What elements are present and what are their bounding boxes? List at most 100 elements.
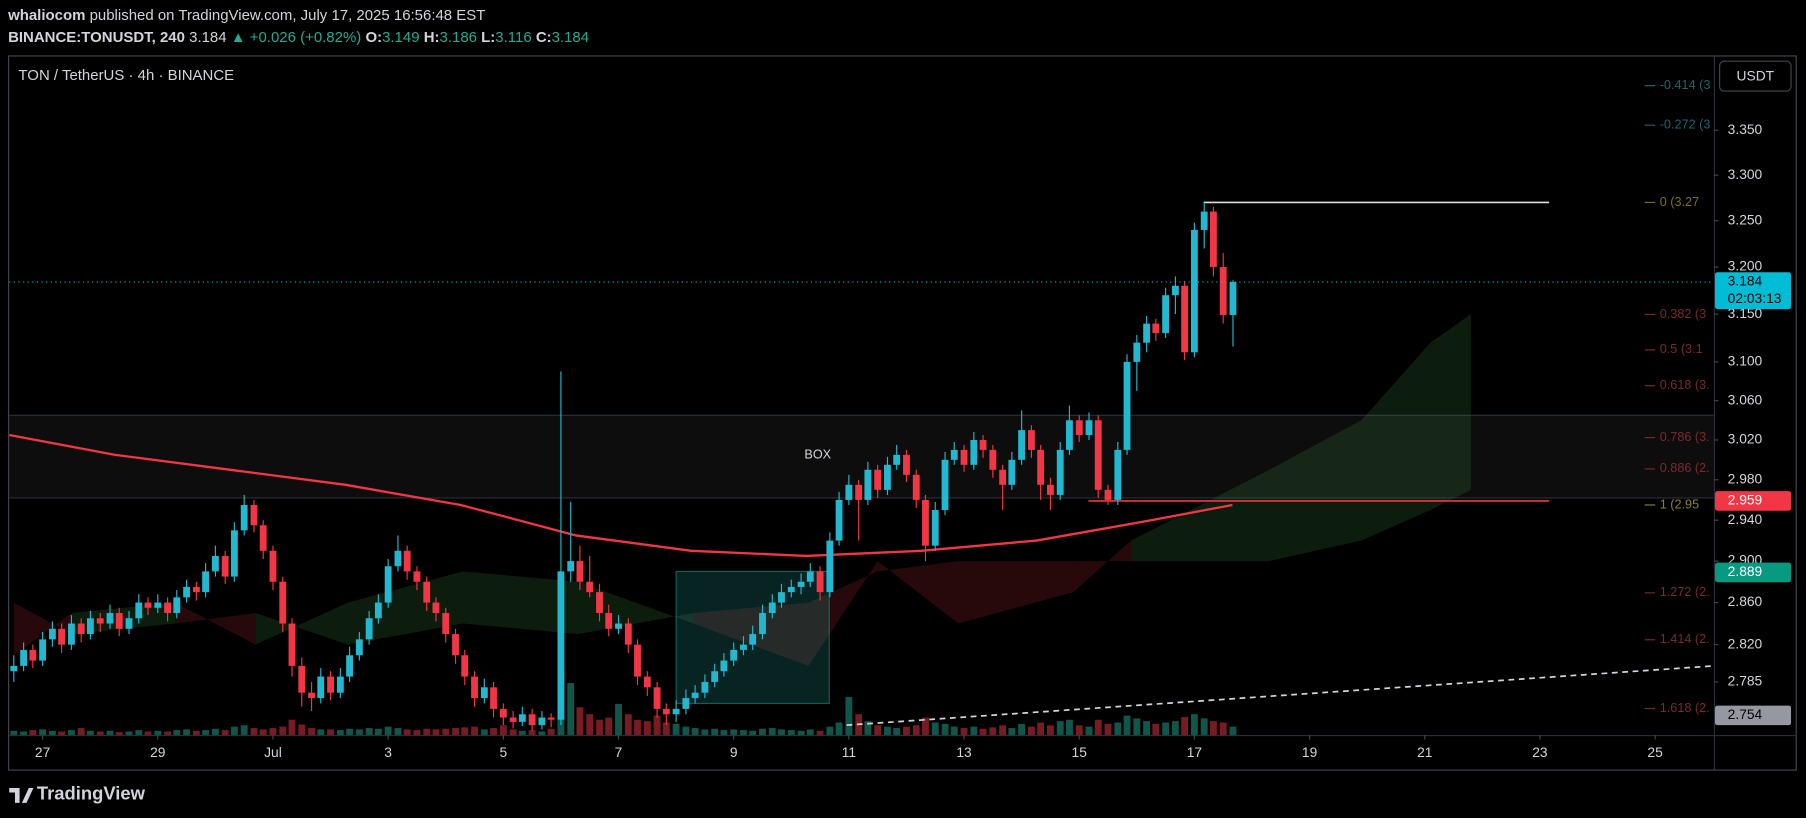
x-tick-label: 29 bbox=[150, 744, 166, 760]
volume-bar bbox=[816, 730, 824, 735]
fib-label: 0.618 (3. bbox=[1660, 378, 1710, 392]
y-tick-label: 3.100 bbox=[1728, 353, 1763, 369]
volume-bar bbox=[950, 726, 958, 735]
ohlc-value: 3.186 bbox=[440, 29, 477, 46]
fib-label: 0.5 (3.1 bbox=[1660, 342, 1703, 356]
candle-body bbox=[29, 649, 37, 661]
volume-bar bbox=[778, 729, 785, 735]
volume-bar bbox=[1133, 718, 1141, 735]
cloud-segment bbox=[463, 571, 579, 635]
candle-body bbox=[1066, 420, 1073, 450]
cloud-segment bbox=[13, 602, 72, 656]
fib-label: -0.414 (3 bbox=[1660, 78, 1711, 92]
volume-bar bbox=[586, 714, 594, 735]
x-tick-label: 3 bbox=[384, 744, 392, 760]
fib-label: 0 (3.27 bbox=[1660, 195, 1699, 209]
volume-bar bbox=[999, 725, 1007, 735]
volume-bar bbox=[740, 730, 747, 735]
cloud-segment bbox=[347, 571, 464, 645]
candle-body bbox=[423, 581, 431, 603]
candle-body bbox=[336, 676, 344, 693]
overlay: 3.3503.3003.2503.2003.1503.1003.0603.020… bbox=[35, 121, 1792, 760]
candle-body bbox=[221, 555, 229, 577]
y-tick-label: 3.250 bbox=[1728, 211, 1763, 227]
candle-body bbox=[499, 708, 507, 718]
volume-bar bbox=[874, 725, 882, 735]
candle-body bbox=[596, 592, 603, 614]
y-tick-label: 3.200 bbox=[1728, 258, 1763, 274]
candle-body bbox=[355, 639, 363, 656]
cloud-segment bbox=[1073, 540, 1132, 593]
ohlc-label: L: bbox=[481, 29, 495, 46]
candle-body bbox=[211, 555, 219, 572]
candle-body bbox=[250, 504, 258, 526]
fib-label: 1.414 (2. bbox=[1660, 632, 1710, 646]
volume-bar bbox=[154, 730, 162, 735]
volume-bar bbox=[989, 727, 997, 735]
volume-bar bbox=[884, 726, 891, 735]
volume-bar bbox=[1181, 716, 1189, 735]
ohlc-label: C: bbox=[536, 29, 552, 46]
candle-body bbox=[1171, 285, 1179, 296]
candle-body bbox=[826, 540, 834, 593]
candle-body bbox=[183, 586, 191, 598]
candle-body bbox=[10, 665, 18, 672]
volume-bar bbox=[759, 728, 766, 735]
volume-bar bbox=[96, 731, 104, 735]
volume-bar bbox=[979, 728, 987, 735]
candle-body bbox=[365, 618, 373, 640]
volume-bar bbox=[374, 728, 382, 735]
volume-bar bbox=[279, 726, 287, 735]
candle-body bbox=[317, 676, 325, 699]
fib-label: 1.272 (2. bbox=[1660, 585, 1710, 599]
volume-bar bbox=[538, 731, 546, 735]
volume-bar bbox=[86, 730, 94, 735]
change: ▲ +0.026 (+0.82%) bbox=[231, 29, 362, 46]
volume-bar bbox=[1114, 722, 1122, 735]
price-tag bbox=[1715, 491, 1792, 511]
candle-body bbox=[1162, 295, 1170, 334]
volume-bar bbox=[662, 722, 670, 735]
volume-bar bbox=[192, 730, 200, 735]
candle-body bbox=[1008, 459, 1016, 485]
candle-body bbox=[835, 499, 843, 541]
volume-bar bbox=[528, 730, 536, 735]
moving-average bbox=[9, 433, 1233, 558]
currency-button[interactable] bbox=[1719, 60, 1792, 92]
cloud-segment bbox=[1361, 342, 1431, 541]
x-tick-label: 9 bbox=[730, 744, 738, 760]
candle-body bbox=[672, 708, 680, 715]
ohlc-value: 3.149 bbox=[382, 29, 419, 46]
candle-body bbox=[384, 566, 392, 603]
candle-body bbox=[701, 681, 709, 693]
candle-body bbox=[164, 602, 172, 614]
volume-bar bbox=[749, 730, 757, 735]
candle-body bbox=[547, 717, 555, 720]
candle-body bbox=[1075, 420, 1083, 436]
volume-bar bbox=[1085, 726, 1093, 735]
candle-body bbox=[1123, 361, 1131, 450]
candle-body bbox=[1047, 484, 1054, 495]
volume-bar bbox=[1143, 721, 1151, 735]
volume-bar bbox=[624, 714, 632, 735]
volume-bar bbox=[413, 730, 421, 735]
volume-bar bbox=[1056, 721, 1064, 735]
currency-label[interactable]: USDT bbox=[1737, 67, 1775, 83]
candle-body bbox=[1190, 229, 1198, 353]
candle-body bbox=[662, 708, 670, 715]
candle-body bbox=[442, 613, 450, 635]
cloud-segment bbox=[808, 561, 878, 666]
volume-bar bbox=[298, 724, 306, 735]
volume-bar bbox=[518, 730, 526, 735]
volume-bar bbox=[164, 731, 172, 735]
candle-body bbox=[259, 525, 267, 551]
candle-body bbox=[576, 561, 584, 582]
y-tick-label: 2.785 bbox=[1728, 673, 1763, 689]
candle-body bbox=[740, 644, 747, 650]
x-tick-label: 11 bbox=[842, 744, 856, 760]
volume-bar bbox=[912, 725, 920, 735]
price-tag-timer: 02:03:13 bbox=[1728, 290, 1782, 306]
y-tick-label: 3.300 bbox=[1728, 166, 1763, 182]
cloud-segment bbox=[1131, 469, 1270, 562]
volume-bar bbox=[365, 728, 373, 735]
